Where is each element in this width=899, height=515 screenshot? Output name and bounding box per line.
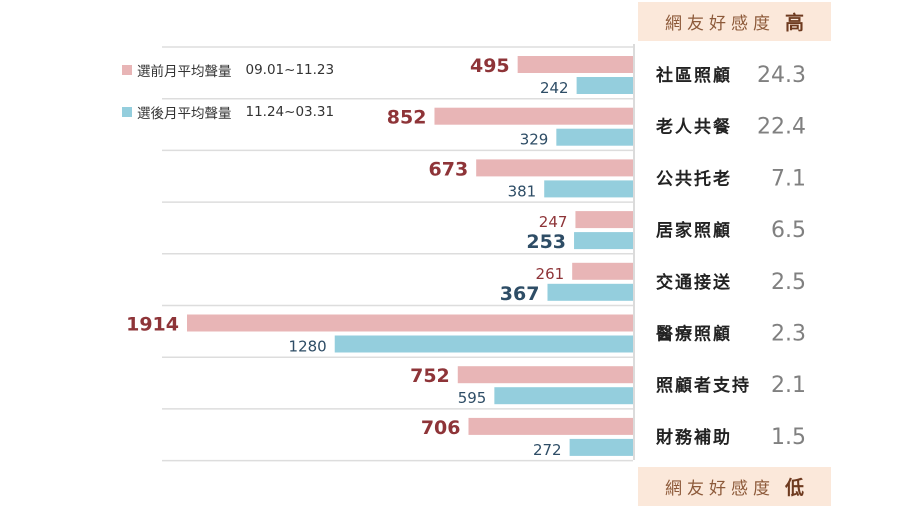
data-label-before: 852	[387, 107, 427, 129]
bar-before	[476, 159, 633, 177]
favorability-score: 2.5	[771, 270, 806, 295]
data-label-before: 752	[410, 365, 450, 387]
data-label-after: 381	[508, 182, 537, 200]
bar-before	[434, 107, 633, 125]
data-label-before: 261	[536, 265, 565, 283]
bar-after	[334, 335, 633, 353]
bar-after	[544, 180, 633, 198]
category-label: 交通接送	[656, 272, 732, 293]
favorability-score: 22.4	[757, 115, 806, 140]
data-label-after: 329	[520, 131, 549, 149]
bar-after	[569, 438, 633, 456]
favorability-score: 6.5	[771, 218, 806, 243]
category-label: 社區照顧	[655, 65, 732, 86]
bar-after	[574, 232, 633, 250]
favorability-label: 網友好感度	[664, 479, 775, 499]
bar-after	[547, 283, 633, 301]
bar-after	[494, 387, 633, 405]
category-label: 醫療照顧	[656, 324, 732, 345]
data-label-after: 272	[533, 441, 562, 459]
legend-label-after: 選後月平均聲量	[137, 106, 232, 122]
data-label-before: 673	[429, 158, 469, 180]
favorability-label: 網友好感度	[664, 14, 775, 34]
legend-swatch-after	[122, 107, 132, 117]
favorability-high-badge: 網友好感度 高	[638, 2, 831, 41]
favorability-score: 7.1	[771, 166, 806, 191]
category-label: 財務補助	[655, 427, 732, 448]
data-label-after: 595	[458, 389, 487, 407]
bar-after	[576, 77, 633, 94]
favorability-low-badge: 網友好感度 低	[638, 467, 831, 506]
bar-before	[187, 314, 633, 332]
bar-before	[575, 211, 633, 229]
favorability-score: 1.5	[771, 425, 806, 450]
legend-label-before: 選前月平均聲量	[137, 64, 232, 80]
favorability-score: 2.3	[771, 322, 806, 347]
category-label: 公共托老	[656, 168, 732, 189]
data-label-before: 1914	[126, 314, 179, 336]
bar-before	[572, 262, 633, 280]
data-label-after: 1280	[289, 338, 327, 356]
legend-item-before: 選前月平均聲量 09.01~11.23	[122, 60, 334, 80]
favorability-level-low: 低	[784, 477, 804, 499]
category-label: 居家照顧	[656, 220, 732, 241]
data-label-after: 242	[540, 79, 569, 97]
data-label-before: 247	[539, 213, 568, 231]
bar-before	[468, 417, 633, 435]
data-label-after: 253	[526, 231, 566, 253]
category-label: 照顧者支持	[656, 375, 751, 396]
legend-period-before: 09.01~11.23	[245, 62, 335, 78]
legend-swatch-before	[122, 65, 132, 75]
category-label: 老人共餐	[655, 117, 732, 138]
legend-item-after: 選後月平均聲量 11.24~03.31	[122, 102, 334, 122]
data-label-before: 495	[470, 55, 510, 77]
favorability-score: 2.1	[771, 373, 806, 398]
data-label-before: 706	[421, 417, 461, 439]
favorability-score: 24.3	[757, 63, 806, 88]
legend-period-after: 11.24~03.31	[245, 104, 335, 120]
bar-before	[457, 366, 633, 384]
bar-before	[517, 56, 633, 73]
favorability-level-high: 高	[784, 12, 804, 34]
bar-after	[556, 128, 633, 146]
data-label-after: 367	[500, 283, 540, 305]
